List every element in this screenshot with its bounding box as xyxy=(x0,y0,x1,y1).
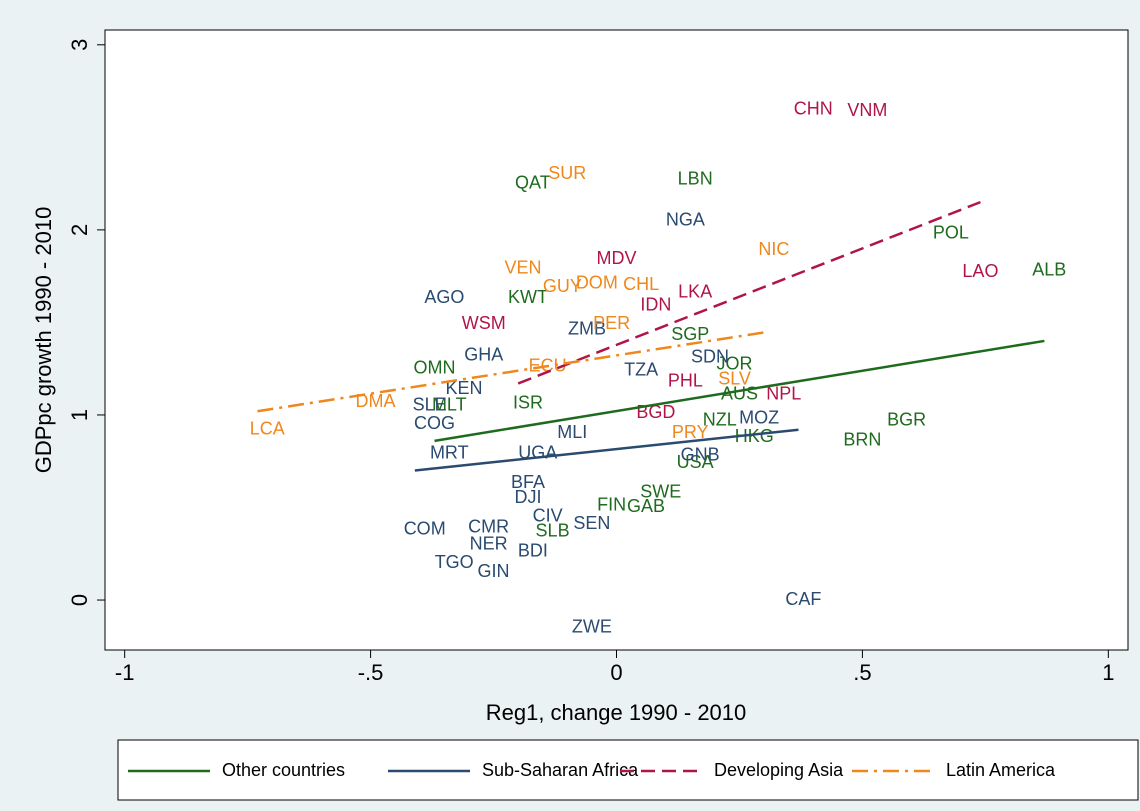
country-label: WSM xyxy=(462,313,506,333)
country-label: DMA xyxy=(356,391,396,411)
country-label: VEN xyxy=(505,257,542,277)
country-label: DJI xyxy=(514,487,541,507)
fit-line xyxy=(434,339,1045,443)
country-label: NGA xyxy=(666,209,705,229)
country-label: OMN xyxy=(414,357,456,377)
y-tick-label: 3 xyxy=(67,39,92,51)
country-label: LCA xyxy=(250,419,285,439)
country-label: COM xyxy=(404,518,446,538)
country-label: FIN xyxy=(597,494,626,514)
fit-line xyxy=(257,330,770,413)
country-label: TGO xyxy=(435,552,474,572)
country-label: GIN xyxy=(478,561,510,581)
country-label: GNB xyxy=(681,444,720,464)
y-axis-title: GDPpc growth 1990 - 2010 xyxy=(31,207,56,474)
country-label: TZA xyxy=(624,359,658,379)
country-label: AGO xyxy=(424,287,464,307)
country-label: DOM xyxy=(576,272,618,292)
country-label: CMR xyxy=(468,517,509,537)
country-label: POL xyxy=(933,222,969,242)
country-label: NIC xyxy=(758,239,789,259)
country-label: SWE xyxy=(640,481,681,501)
country-label: SUR xyxy=(548,163,586,183)
country-label: IDN xyxy=(640,295,671,315)
country-label: GUY xyxy=(543,276,582,296)
country-label: VNM xyxy=(847,100,887,120)
legend-label: Sub-Saharan Africa xyxy=(482,760,639,780)
x-axis-title: Reg1, change 1990 - 2010 xyxy=(486,700,747,725)
country-label: JOR xyxy=(717,354,753,374)
y-tick-label: 0 xyxy=(67,594,92,606)
country-label: NZL xyxy=(703,409,737,429)
country-label: USA xyxy=(677,452,714,472)
legend-label: Latin America xyxy=(946,760,1056,780)
country-label: ISR xyxy=(513,393,543,413)
country-label: SLE xyxy=(413,394,447,414)
plot-area xyxy=(104,29,1129,651)
country-label: BDI xyxy=(518,541,548,561)
x-tick-label: 0 xyxy=(610,660,622,685)
country-label: BFA xyxy=(511,472,545,492)
country-label: CHN xyxy=(794,98,833,118)
country-label: ZWE xyxy=(572,617,612,637)
country-label: SLV xyxy=(718,369,751,389)
country-label: SDN xyxy=(691,346,729,366)
country-label: SGP xyxy=(671,324,709,344)
country-label: MLI xyxy=(557,422,587,442)
country-label: BRN xyxy=(843,430,881,450)
country-label: CAF xyxy=(785,589,821,609)
country-label: NPL xyxy=(766,383,801,403)
country-label: SEN xyxy=(573,513,610,533)
country-label: PRY xyxy=(672,422,709,442)
country-label: BGR xyxy=(887,409,926,429)
legend-label: Other countries xyxy=(222,760,345,780)
country-label: SLB xyxy=(536,520,570,540)
country-label: PER xyxy=(593,313,630,333)
country-label: GAB xyxy=(627,496,665,516)
legend-label: Developing Asia xyxy=(714,760,844,780)
country-label: ZMB xyxy=(568,319,606,339)
country-label: KEN xyxy=(446,378,483,398)
country-label: COG xyxy=(414,413,455,433)
fit-line xyxy=(414,428,799,472)
country-label: MLT xyxy=(432,394,467,414)
x-tick-label: .5 xyxy=(853,660,871,685)
country-label: KWT xyxy=(508,287,548,307)
x-tick-label: -1 xyxy=(115,660,135,685)
country-label: LAO xyxy=(962,261,998,281)
country-label: LBN xyxy=(678,169,713,189)
country-label: MOZ xyxy=(739,407,779,427)
x-tick-label: -.5 xyxy=(358,660,384,685)
y-tick-label: 1 xyxy=(67,409,92,421)
country-label: MRT xyxy=(430,443,469,463)
country-label: MDV xyxy=(597,248,637,268)
y-tick-label: 2 xyxy=(67,224,92,236)
country-label: LKA xyxy=(678,282,712,302)
country-label: ALB xyxy=(1032,259,1066,279)
country-label: CHL xyxy=(623,274,659,294)
country-label: PHL xyxy=(668,370,703,390)
country-label: GHA xyxy=(464,344,503,364)
country-label: HKG xyxy=(735,426,774,446)
country-label: CIV xyxy=(533,505,563,525)
country-label: QAT xyxy=(515,172,551,192)
x-tick-label: 1 xyxy=(1102,660,1114,685)
country-label: NER xyxy=(470,533,508,553)
